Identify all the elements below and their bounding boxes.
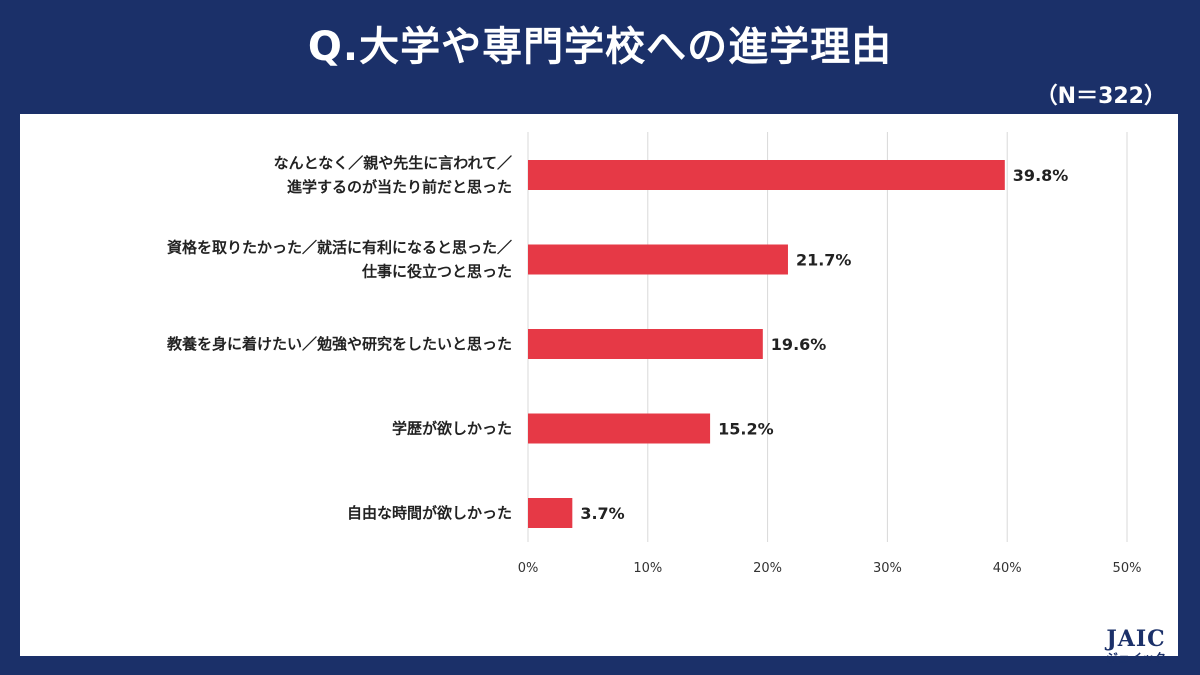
value-label: 19.6% — [771, 335, 827, 354]
category-label: 仕事に役立つと思った — [361, 263, 512, 281]
chart-title: Q.大学や専門学校への進学理由 — [307, 24, 893, 70]
x-tick-label: 30% — [873, 561, 902, 576]
logo-wordmark: JAIC — [1106, 626, 1166, 652]
category-label: 進学するのが当たり前だと思った — [287, 178, 512, 196]
value-label: 15.2% — [718, 420, 774, 439]
sample-size: （N＝322） — [1035, 84, 1166, 109]
x-tick-label: 10% — [633, 561, 662, 576]
category-label: 資格を取りたかった／就活に有利になると思った／ — [167, 239, 512, 257]
x-tick-label: 20% — [753, 561, 782, 576]
x-tick-label: 40% — [993, 561, 1022, 576]
category-label: なんとなく／親や先生に言われて／ — [274, 154, 512, 172]
bar — [528, 498, 573, 528]
bar — [528, 244, 788, 275]
company-logo: JAIC ジェイック — [1088, 627, 1184, 665]
category-label: 自由な時間が欲しかった — [347, 504, 512, 522]
bar — [528, 413, 711, 444]
logo-subtitle: ジェイック — [1105, 651, 1166, 665]
chart-panel: 0% 10% 20% 30% 40% 50% なんとなく／親や先生に言われて／ 進学するのが当… — [20, 114, 1178, 656]
value-label: 39.8% — [1013, 166, 1069, 185]
x-tick-label: 50% — [1113, 561, 1142, 576]
value-label: 3.7% — [580, 504, 624, 523]
bar-chart: 0% 10% 20% 30% 40% 50% なんとなく／親や先生に言われて／ 進学するのが当… — [166, 132, 1142, 576]
bar — [528, 160, 1005, 190]
value-label: 21.7% — [796, 251, 852, 270]
bar — [528, 329, 763, 359]
x-tick-label: 0% — [518, 561, 539, 576]
category-label: 学歴が欲しかった — [392, 420, 512, 438]
category-label: 教養を身に着けたい／勉強や研究をしたいと思った — [166, 335, 512, 353]
